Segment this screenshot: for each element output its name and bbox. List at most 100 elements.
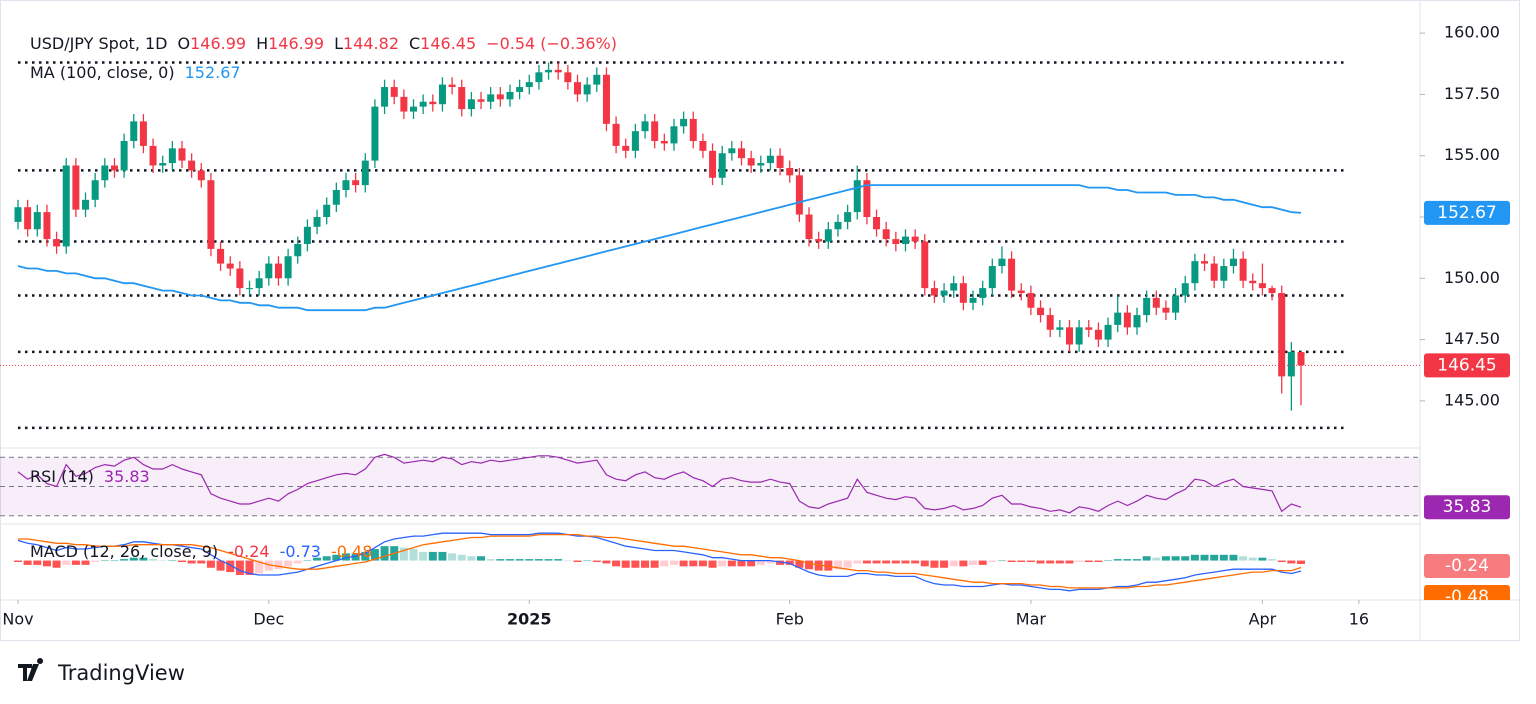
candle-body (853, 180, 861, 213)
macd-histogram-bar (756, 560, 765, 565)
candle-body (207, 180, 215, 249)
legend-key: USD/JPY Spot, 1D (30, 34, 168, 53)
macd-histogram-bar (467, 556, 476, 561)
macd-histogram-bar (563, 560, 572, 562)
candle-body (342, 180, 350, 191)
candle-body (1268, 288, 1276, 294)
candle-body (651, 121, 659, 141)
rsi-badge: 35.83 (1424, 495, 1510, 520)
ma-line (17, 184, 1302, 312)
candle-body (766, 155, 774, 164)
candle-body (62, 165, 70, 247)
candle-body (419, 101, 427, 107)
candle-body (795, 175, 803, 215)
legend-value: −0.54 (−0.36%) (486, 34, 617, 53)
macd-histogram-bar (814, 560, 823, 571)
candle-body (525, 82, 533, 88)
candle-body (352, 180, 360, 186)
frame (0, 0, 1520, 641)
candle-body (969, 297, 977, 303)
candle-body (1085, 327, 1093, 330)
candle-body (1278, 293, 1286, 377)
histogram-badge: -0.24 (1424, 554, 1510, 578)
candle-body (670, 126, 678, 144)
macd-histogram-bar (168, 560, 177, 562)
candle-body (699, 140, 707, 151)
macd-histogram-bar (226, 560, 235, 573)
candle-body (1210, 263, 1218, 281)
macd-histogram-bar (399, 547, 408, 561)
macd-histogram-bar (110, 560, 119, 562)
macd-histogram-bar (747, 560, 756, 567)
macd-histogram-bar (949, 560, 958, 567)
legend-key: C (409, 34, 420, 53)
macd-histogram-bar (177, 560, 186, 562)
candle-body (1220, 266, 1228, 281)
candle-body (892, 239, 900, 244)
candle-body (709, 150, 717, 178)
macd-histogram-bar (689, 560, 698, 567)
candle-body (516, 87, 524, 92)
macd-histogram-bar (380, 546, 389, 561)
x-tick-label: Feb (776, 610, 804, 629)
macd-histogram-bar (1094, 560, 1103, 562)
candle-body (583, 84, 591, 95)
macd-histogram-bar (505, 559, 514, 561)
macd-histogram-bar (284, 560, 293, 567)
legend-value: -0.24 (228, 542, 269, 561)
macd-histogram-bar (477, 556, 486, 561)
legend-key: O (178, 34, 191, 53)
macd-histogram-bar (1239, 556, 1248, 561)
legend-row: RSI (14) 35.83 (30, 467, 150, 486)
macd-histogram-bar (62, 560, 71, 565)
candle-body (950, 283, 958, 291)
candle-body (448, 84, 456, 88)
candle-body (130, 121, 138, 141)
macd-histogram-bar (245, 560, 254, 575)
macd-histogram-bar (911, 560, 920, 564)
macd-histogram-bar (1036, 560, 1045, 564)
macd-histogram-bar (448, 553, 457, 561)
candle-body (139, 121, 147, 146)
candle-body (873, 217, 881, 230)
macd-histogram-bar (1026, 560, 1035, 562)
candle-body (718, 153, 726, 178)
candle-body (1133, 315, 1141, 328)
signal-line (18, 533, 1302, 589)
price-badge-text: 146.45 (1437, 355, 1496, 375)
candle-body (1056, 327, 1064, 330)
candle-body (959, 283, 967, 303)
macd-histogram-bar (1152, 557, 1161, 561)
candle-body (410, 106, 418, 112)
candle-body (979, 288, 987, 298)
macd-histogram-bar (1229, 554, 1238, 561)
candle-body (236, 268, 244, 289)
macd-histogram-bar (583, 560, 592, 562)
candle-body (805, 214, 813, 240)
macd-histogram-bar (718, 560, 727, 567)
macd-histogram-bar (139, 557, 148, 561)
macd-histogram-bar (660, 560, 669, 567)
candle-body (757, 163, 765, 166)
brand-logo: TradingView (18, 658, 185, 685)
candle-body (246, 288, 254, 290)
macd-histogram-bar (216, 560, 225, 571)
macd-histogram-bar (891, 560, 900, 564)
candle-body (72, 165, 80, 210)
legend-row: USD/JPY Spot, 1D O146.99 H146.99 L144.82 C14… (30, 34, 617, 53)
macd-histogram-bar (544, 559, 553, 561)
candle-body (815, 239, 823, 242)
candle-body (593, 74, 601, 85)
legend-key: RSI (14) (30, 467, 94, 486)
macd-histogram-bar (940, 560, 949, 568)
x-tick-label: 16 (1349, 610, 1369, 629)
legend-key: L (334, 34, 343, 53)
rsi-badge-text: 35.83 (1443, 497, 1492, 517)
candle-body (1287, 351, 1295, 377)
macd-histogram-bar (853, 560, 862, 564)
macd-histogram-bar (370, 549, 379, 561)
macd-histogram-bar (534, 559, 543, 561)
macd-histogram-bar (322, 556, 331, 561)
candle-body (1181, 283, 1189, 296)
candle-body (834, 221, 842, 230)
